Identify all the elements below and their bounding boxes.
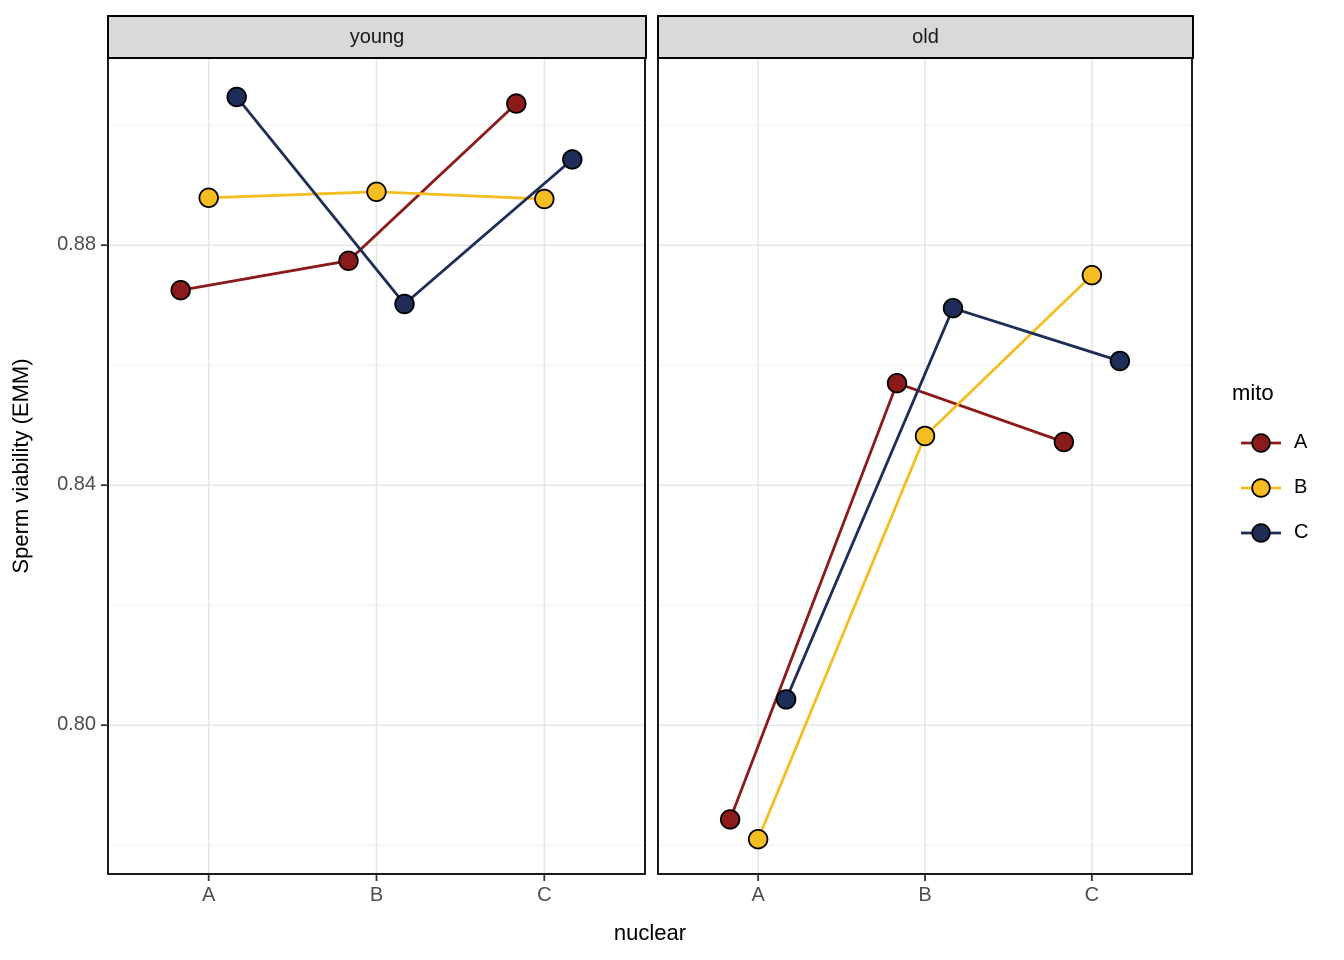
x-tick-label: B [369, 884, 384, 906]
facet-strip-young: young [107, 15, 647, 59]
x-axis-title: nuclear [613, 920, 687, 945]
legend-key-icon [1241, 477, 1281, 498]
x-tick-label: A [202, 884, 216, 906]
point-mito-B-nuclear-C [534, 188, 555, 210]
y-tick-label: 0.84 [57, 473, 96, 496]
point-mito-A-nuclear-A [719, 809, 741, 830]
legend-key-icon [1241, 522, 1281, 543]
legend-key-icon [1241, 432, 1281, 453]
x-tick-label: B [918, 884, 932, 906]
y-tick-label: 0.88 [57, 233, 96, 256]
facet-strip-old: old [657, 15, 1194, 59]
legend: mito A B C [1230, 372, 1344, 555]
legend-label: B [1294, 476, 1308, 498]
point-mito-B-nuclear-A [198, 187, 219, 209]
point-mito-B-nuclear-B [366, 181, 387, 203]
point-mito-A-nuclear-C [506, 93, 527, 114]
point-mito-A-nuclear-C [1053, 431, 1075, 453]
point-mito-B-nuclear-A [747, 829, 769, 850]
point-mito-B-nuclear-C [1081, 265, 1103, 286]
y-tick-label: 0.80 [57, 713, 96, 736]
x-tick-label: A [751, 884, 765, 906]
legend-entry-A: A [1230, 420, 1344, 465]
legend-entry-C: C [1230, 510, 1344, 555]
facet-strip-label-old: old [912, 25, 939, 48]
point-mito-B-nuclear-B [914, 425, 936, 447]
facet-strip-label-young: young [349, 25, 405, 48]
legend-entry-B: B [1230, 465, 1344, 510]
legend-label: A [1294, 431, 1308, 453]
legend-title: mito [1232, 380, 1274, 405]
x-tick-label: C [1084, 884, 1100, 906]
point-mito-C-nuclear-A [226, 86, 247, 108]
point-mito-A-nuclear-B [886, 373, 908, 394]
point-mito-C-nuclear-B [394, 293, 415, 315]
x-tick-label: C [537, 884, 552, 906]
legend-entries: A B C [1230, 420, 1344, 555]
point-mito-C-nuclear-C [1109, 350, 1131, 372]
point-mito-C-nuclear-B [942, 298, 964, 319]
y-axis-title: Sperm viability (EMM) [8, 358, 33, 574]
point-mito-C-nuclear-A [775, 689, 797, 710]
point-mito-A-nuclear-A [170, 280, 191, 301]
legend-label: C [1294, 521, 1309, 543]
point-mito-C-nuclear-C [562, 149, 583, 170]
point-mito-A-nuclear-B [338, 250, 359, 271]
